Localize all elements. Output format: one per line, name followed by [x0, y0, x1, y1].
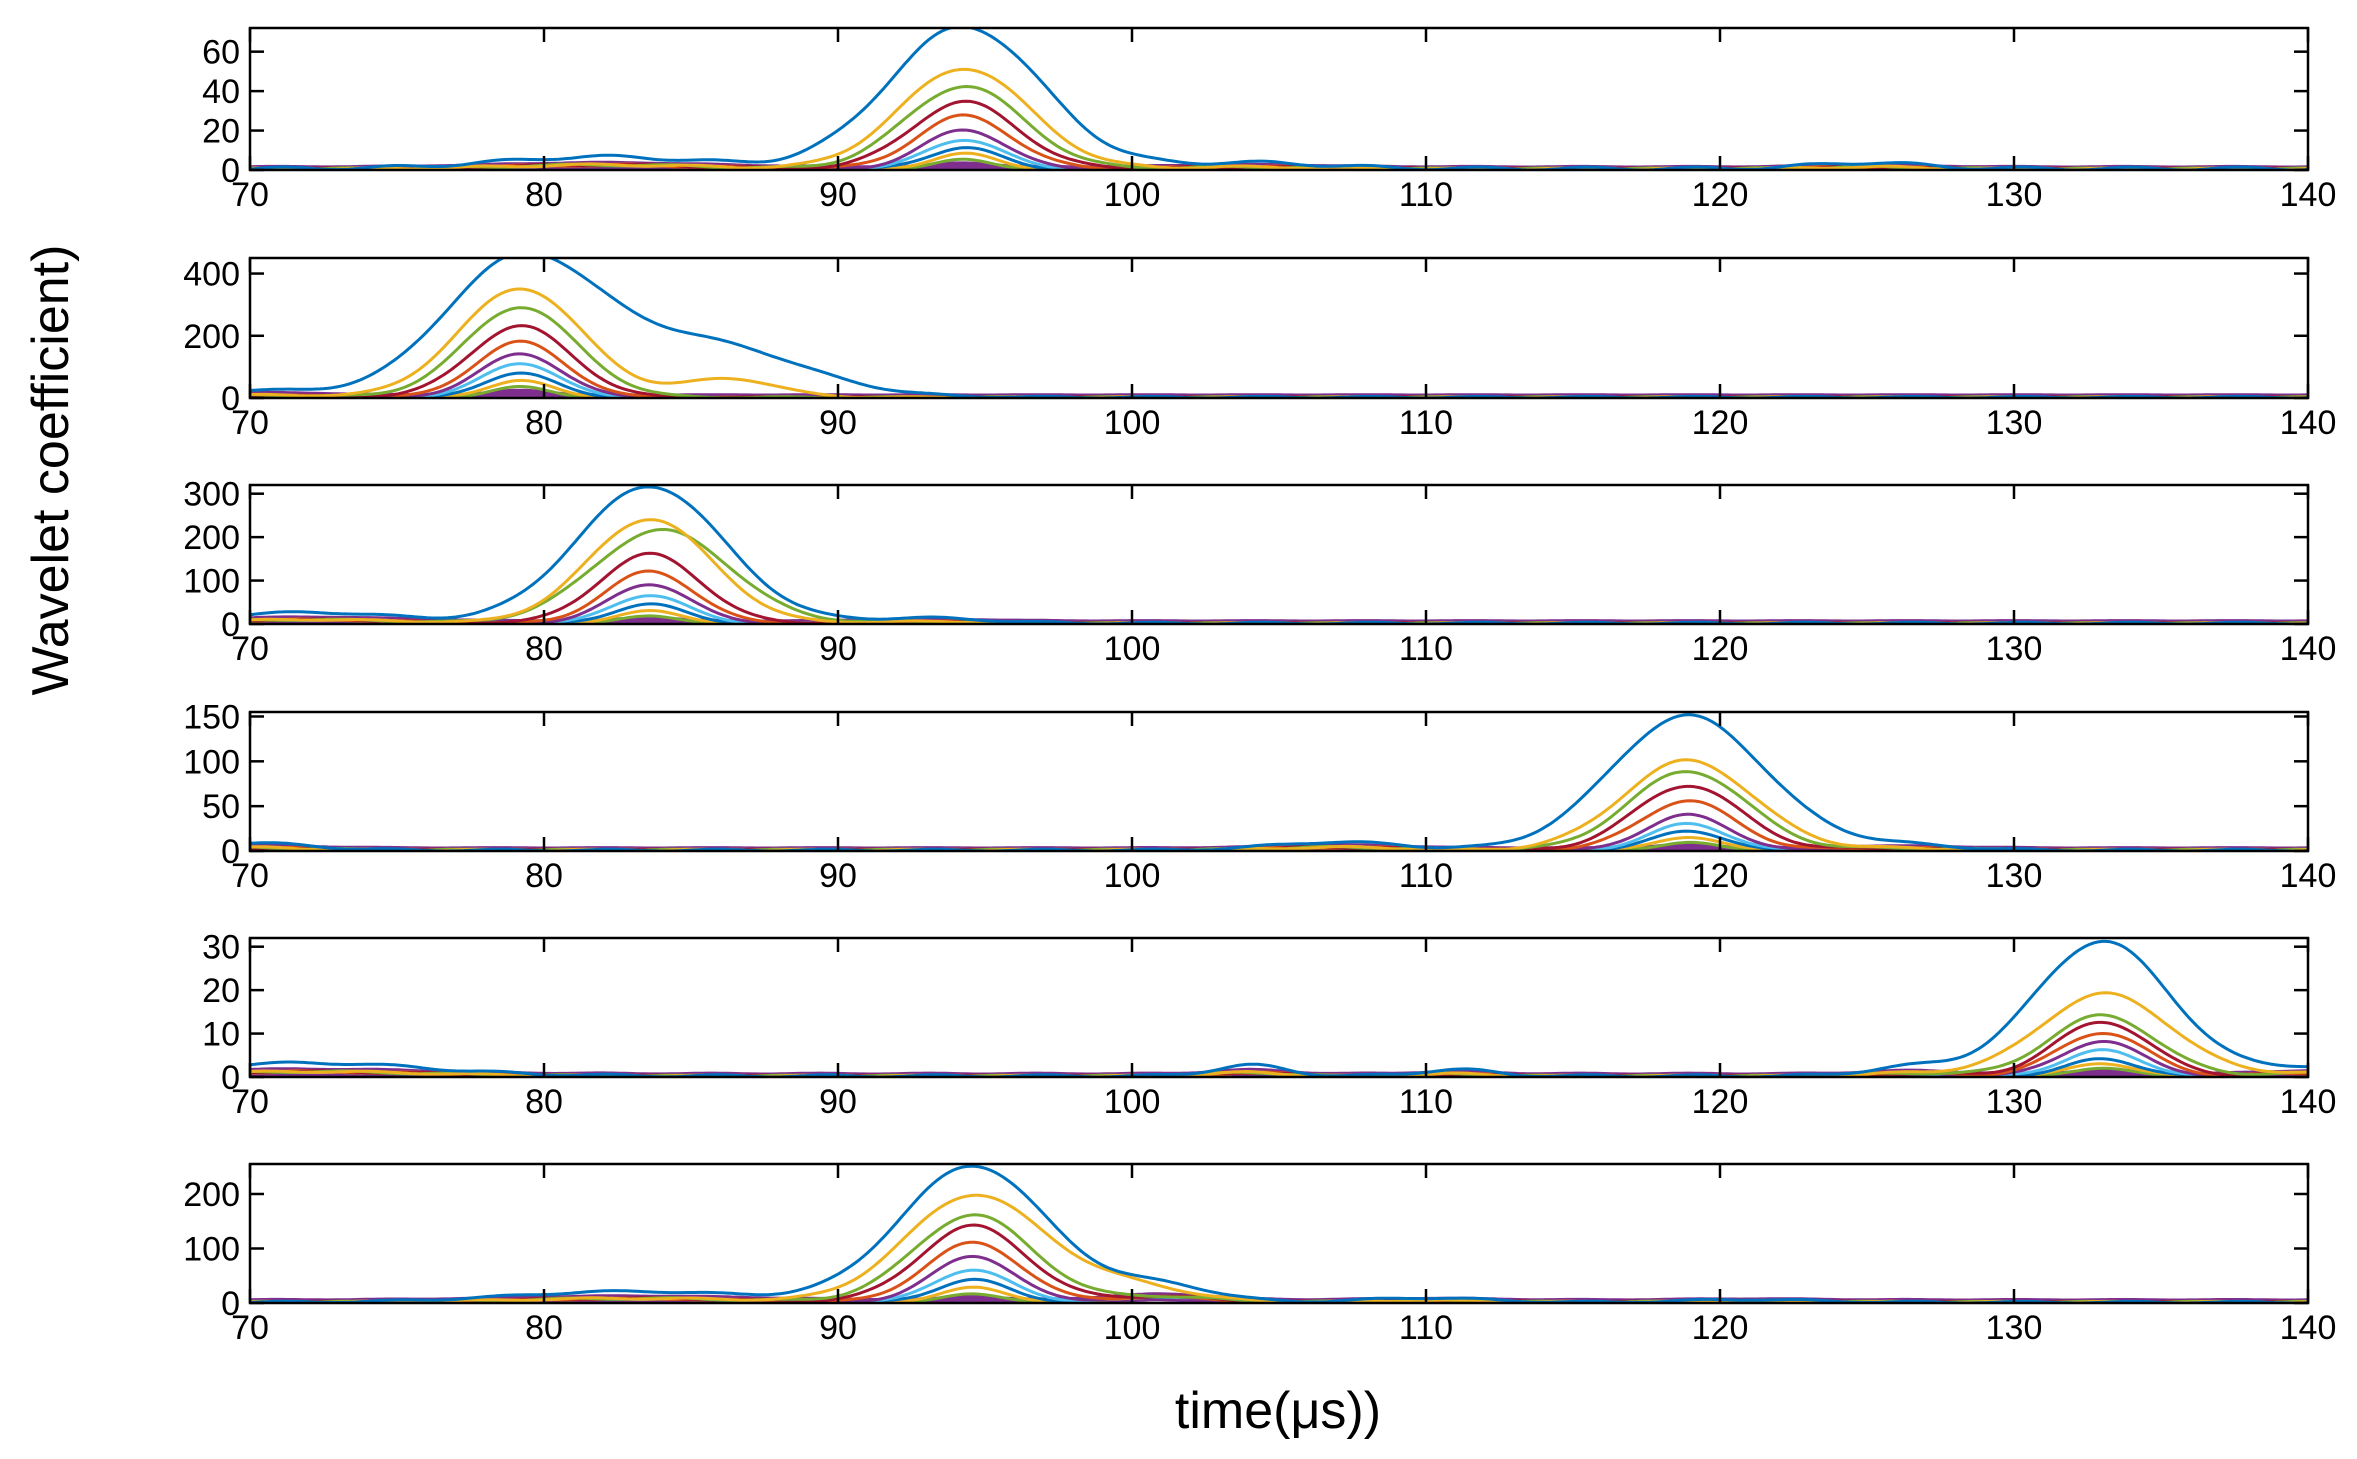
x-tick-label: 130	[1986, 176, 2043, 214]
axes-box	[248, 1162, 2310, 1305]
y-tick-label: 10	[202, 1016, 240, 1054]
axes-box	[248, 483, 2310, 626]
y-tick-label: 60	[202, 34, 240, 72]
x-tick-label: 110	[1399, 857, 1453, 895]
y-tick-label: 100	[183, 743, 240, 781]
y-axis-title: Wavelet coefficient)	[22, 245, 80, 696]
x-tick-label: 140	[2280, 404, 2337, 442]
y-tick-label: 0	[221, 380, 240, 418]
x-tick-label: 140	[2280, 630, 2337, 668]
x-tick-label: 70	[231, 857, 269, 895]
x-tick-label: 70	[231, 176, 269, 214]
subplot-2: 70 80 90 100 110 120 130 140 0 200 400	[183, 256, 2337, 442]
y-tick-label: 200	[183, 519, 240, 557]
x-tick-label: 110	[1399, 176, 1453, 214]
x-tick-label: 80	[525, 1083, 563, 1121]
x-tick-label: 90	[819, 404, 857, 442]
y-tick-label: 100	[183, 563, 240, 601]
y-tick-label: 0	[221, 833, 240, 871]
x-tick-label: 110	[1399, 404, 1453, 442]
x-tick-label: 80	[525, 630, 563, 668]
series-line-s1	[250, 1164, 2308, 1303]
x-tick-label: 130	[1986, 1083, 2043, 1121]
x-tick-label: 80	[525, 404, 563, 442]
y-tick-label: 0	[221, 1285, 240, 1323]
x-tick-label: 140	[2280, 1083, 2337, 1121]
x-tick-label: 120	[1692, 176, 1749, 214]
axes-box	[248, 26, 2310, 172]
x-tick-label: 130	[1986, 630, 2043, 668]
x-axis-title: time(μs))	[1175, 1382, 1381, 1440]
axes-box	[248, 710, 2310, 853]
x-tick-label: 80	[525, 857, 563, 895]
x-tick-label: 100	[1104, 404, 1161, 442]
series-line-s1	[250, 713, 2308, 851]
subplot-6: 70 80 90 100 110 120 130 140 0 100 200	[183, 1162, 2337, 1347]
subplot-4: 70 80 90 100 110 120 130 140 0 50 100 150	[183, 698, 2336, 895]
series-line-s1	[250, 485, 2308, 624]
x-tick-label: 90	[819, 630, 857, 668]
x-tick-label: 80	[525, 1309, 563, 1347]
x-tick-label: 120	[1692, 630, 1749, 668]
y-tick-label: 0	[221, 152, 240, 190]
y-tick-label: 0	[221, 1059, 240, 1097]
subplot-5: 70 80 90 100 110 120 130 140 0 10 20 30	[202, 929, 2336, 1121]
x-tick-label: 120	[1692, 1309, 1749, 1347]
series-line-s1	[250, 939, 2308, 1077]
y-tick-label: 20	[202, 113, 240, 151]
y-tick-label: 400	[183, 256, 240, 294]
x-tick-label: 110	[1399, 1083, 1453, 1121]
x-tick-label: 130	[1986, 404, 2043, 442]
axes-box	[248, 256, 2310, 400]
y-tick-label: 100	[183, 1230, 240, 1268]
x-tick-label: 120	[1692, 1083, 1749, 1121]
x-tick-label: 90	[819, 1083, 857, 1121]
x-tick-label: 90	[819, 1309, 857, 1347]
y-tick-label: 40	[202, 73, 240, 111]
y-tick-label: 150	[183, 698, 240, 736]
y-tick-label: 200	[183, 1176, 240, 1214]
y-tick-label: 20	[202, 972, 240, 1010]
x-tick-label: 90	[819, 857, 857, 895]
y-tick-label: 0	[221, 606, 240, 644]
x-tick-label: 140	[2280, 857, 2337, 895]
axes-box	[248, 936, 2310, 1079]
x-tick-label: 130	[1986, 857, 2043, 895]
x-tick-label: 70	[231, 1083, 269, 1121]
x-tick-label: 100	[1104, 176, 1161, 214]
y-tick-label: 30	[202, 929, 240, 967]
x-tick-label: 100	[1104, 630, 1161, 668]
x-tick-label: 140	[2280, 1309, 2337, 1347]
x-tick-label: 110	[1399, 1309, 1453, 1347]
x-tick-label: 90	[819, 176, 857, 214]
x-tick-label: 80	[525, 176, 563, 214]
x-tick-label: 130	[1986, 1309, 2043, 1347]
x-tick-label: 120	[1692, 404, 1749, 442]
x-tick-label: 100	[1104, 1309, 1161, 1347]
x-tick-label: 110	[1399, 630, 1453, 668]
x-tick-label: 70	[231, 404, 269, 442]
x-tick-label: 70	[231, 1309, 269, 1347]
y-tick-label: 200	[183, 318, 240, 356]
x-tick-label: 100	[1104, 857, 1161, 895]
y-tick-label: 50	[202, 788, 240, 826]
x-tick-label: 140	[2280, 176, 2337, 214]
x-tick-label: 70	[231, 630, 269, 668]
subplot-3: 70 80 90 100 110 120 130 140 0 100 200 300	[183, 476, 2336, 668]
x-tick-label: 120	[1692, 857, 1749, 895]
y-tick-label: 300	[183, 476, 240, 514]
x-tick-label: 100	[1104, 1083, 1161, 1121]
